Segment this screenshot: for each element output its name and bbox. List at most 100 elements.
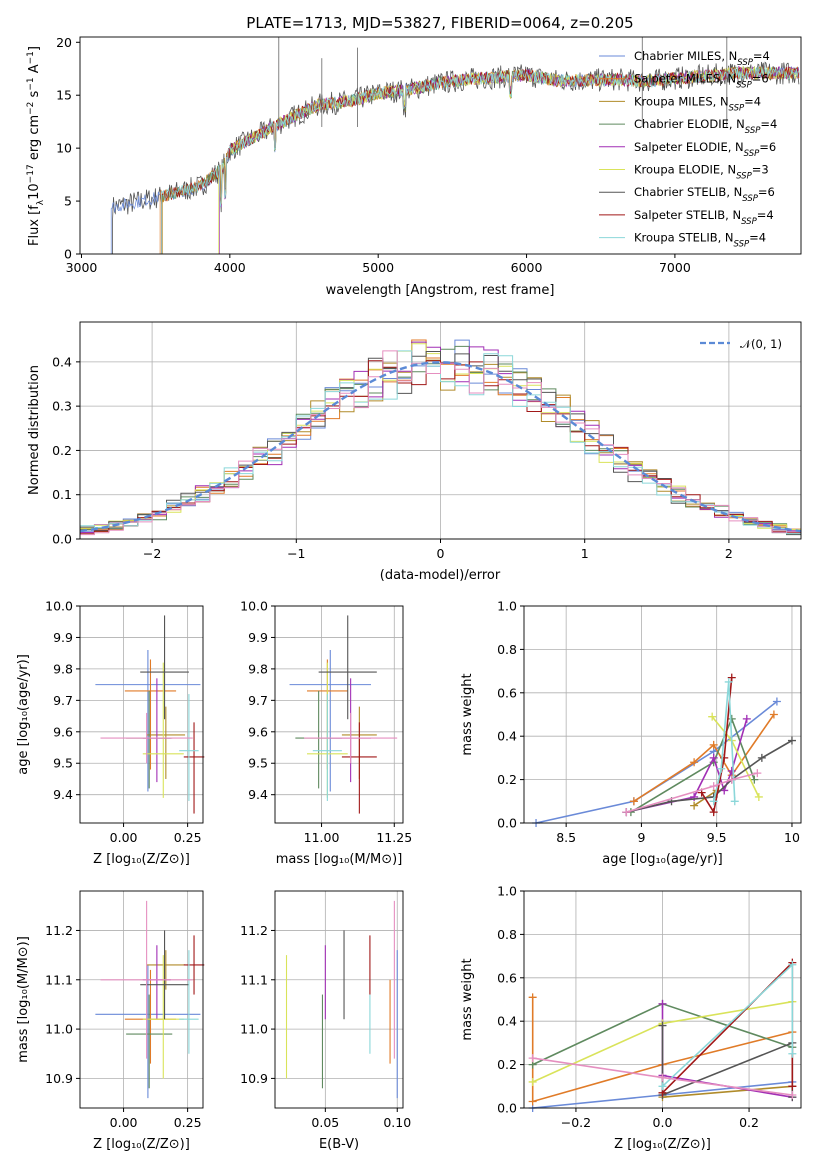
legend-entry-5: Kroupa ELODIE, NSSP=3 [634, 163, 769, 182]
age-vs-mass-ytick-label-3: 9.7 [248, 693, 268, 708]
weight-vs-age-xtick-label-0: 8.5 [556, 830, 576, 845]
residual-histogram-panel: −2 −1 0 1 2 0.0 0.1 0.2 0.3 0.4 (data-model)/erro… [27, 321, 802, 583]
weight-vs-Z-ylabel: mass weight [460, 958, 475, 1040]
spectrum-panel: 3000 4000 5000 6000 7000 0 5 10 15 20 wavelength … [26, 35, 802, 298]
legend-entry-sub-4: SSP [744, 149, 760, 159]
gaussian-curve [79, 361, 802, 533]
legend-entry-label-7: Salpeter STELIB, N [634, 208, 741, 222]
weight-vs-age-marker-1-2 [709, 740, 718, 749]
legend-entry-sub-2: SSP [729, 103, 745, 113]
mass-vs-Z-ytick-label-1: 11.0 [45, 1022, 73, 1037]
age-vs-Z-ytick-label-4: 9.8 [53, 661, 73, 676]
legend-entry-7: Salpeter STELIB, NSSP=4 [634, 208, 774, 227]
weight-vs-age-marker-7-1 [709, 808, 718, 817]
mass-vs-ebv-ytick-label-3: 11.2 [240, 923, 268, 938]
weight-vs-age-xlabel: age [log₁₀(age/yr)] [602, 852, 723, 867]
legend-entry-val-7: =4 [757, 208, 774, 222]
legend-entry-3: Chabrier ELODIE, NSSP=4 [634, 117, 777, 136]
histogram-legend: 𝒩(0, 1) [700, 337, 782, 351]
hist-xtick-label-3: 1 [581, 546, 589, 561]
hist-xtick-label-4: 2 [725, 546, 733, 561]
legend-entry-4: Salpeter ELODIE, NSSP=6 [634, 140, 776, 159]
spectrum-xtick-label-2: 5000 [362, 260, 394, 275]
weight-vs-age-line-4 [626, 718, 748, 813]
histogram-xlabel: (data-model)/error [380, 568, 501, 583]
mass-vs-Z-xlabel: Z [log₁₀(Z/Z⊙)] [93, 1137, 190, 1152]
spectrum-legend: Chabrier MILES, N SSP =4 Salpeter MILES, NS… [599, 49, 777, 250]
weight-vs-Z-ytick-label-3: 0.6 [497, 970, 517, 985]
weight-vs-age-marker-3-2 [727, 714, 736, 723]
age-vs-Z-plot [95, 615, 205, 814]
weight-vs-age-axes-frame [523, 605, 802, 824]
weight-vs-age-marker-8-0 [709, 797, 718, 806]
weight-vs-age-ytick-label-3: 0.6 [497, 685, 517, 700]
legend-entry-label-2: Kroupa MILES, N [634, 94, 729, 108]
weight-vs-age-xtick-label-3: 10 [784, 830, 800, 845]
hist-xtick-label-1: −1 [287, 546, 305, 561]
age-vs-Z-ylabel: age [log₁₀(age/yr)] [16, 654, 31, 775]
panel-mass-vs-Z: 0.00 0.25 10.9 11.0 11.1 11.2 Z [log₁₀(Z/Z⊙)] m… [16, 890, 205, 1152]
age-vs-mass-xtick-label-1: 11.25 [376, 830, 412, 845]
mass-vs-ebv-xlabel: E(B-V) [319, 1137, 359, 1152]
legend-entry-6: Chabrier STELIB, NSSP=6 [634, 185, 775, 204]
mass-vs-Z-axes-frame [79, 890, 204, 1109]
weight-vs-Z-marker-1-0 [528, 993, 537, 1002]
legend-entry-val-1: =6 [752, 72, 769, 86]
histogram-ylabel: Normed distribution [27, 365, 42, 495]
age-vs-mass-ytick-label-1: 9.5 [248, 756, 268, 771]
mass-vs-Z-plot [95, 900, 205, 1099]
weight-vs-Z-marker-9-1 [658, 1073, 667, 1082]
legend-entry-label-8: Kroupa STELIB, N [634, 231, 734, 245]
mass-vs-Z-ytick-label-0: 10.9 [45, 1071, 73, 1086]
weight-vs-age-marker-1-1 [690, 758, 699, 767]
weight-vs-age-marker-2-0 [690, 801, 699, 810]
hist-series-6 [80, 351, 801, 536]
weight-vs-age-marker-8-1 [717, 764, 726, 773]
weight-vs-Z-ytick-label-5: 1.0 [497, 884, 517, 899]
spectrum-line-6 [112, 61, 800, 254]
age-vs-Z-ytick-label-1: 9.5 [53, 756, 73, 771]
weight-vs-Z-marker-8-1 [788, 960, 797, 969]
age-vs-mass-ytick-label-2: 9.6 [248, 724, 268, 739]
mass-vs-ebv-plot [285, 900, 398, 1099]
mass-vs-Z-xtick-label-1: 0.25 [174, 1115, 202, 1130]
mass-vs-ebv-ytick-label-1: 11.0 [240, 1022, 268, 1037]
spectrum-ytick-label-4: 20 [56, 35, 72, 50]
legend-entry-label-0: Chabrier MILES, N [634, 49, 737, 63]
weight-vs-age-marker-6-4 [757, 753, 766, 762]
mass-vs-ebv-xtick-label-1: 0.10 [383, 1115, 411, 1130]
weight-vs-age-marker-9-2 [727, 775, 736, 784]
weight-vs-Z-line-8 [661, 962, 794, 1087]
weight-vs-Z-marker-9-0 [528, 1054, 537, 1063]
weight-vs-age-ytick-label-2: 0.4 [497, 729, 517, 744]
spectrum-xtick-label-4: 7000 [659, 260, 691, 275]
panel-age-vs-Z: 0.00 0.25 9.4 9.5 9.6 9.7 9.8 9.9 10.0 Z [log₁₀(Z… [16, 599, 205, 867]
legend-entry-sub-1: SSP [736, 81, 752, 91]
mass-vs-ebv-ytick-label-2: 11.1 [240, 972, 268, 987]
weight-vs-Z-marker-5-0 [528, 1077, 537, 1086]
legend-entry-label-3: Chabrier ELODIE, N [634, 117, 745, 131]
weight-vs-Z-plot [528, 958, 797, 1112]
hist-ytick-label-1: 0.1 [52, 487, 72, 502]
age-vs-Z-ytick-label-6: 10.0 [45, 599, 73, 614]
weight-vs-age-marker-9-0 [622, 808, 631, 817]
legend-entry-sub-8: SSP [734, 240, 750, 250]
legend-entry-1: Salpeter MILES, NSSP=6 [634, 72, 769, 91]
age-vs-Z-ytick-label-2: 9.6 [53, 724, 73, 739]
weight-vs-age-plot [532, 673, 796, 827]
weight-vs-age-ytick-label-0: 0.0 [497, 816, 517, 831]
weight-vs-age-marker-8-3 [730, 797, 739, 806]
panel-mass-vs-ebv: 0.05 0.10 10.9 11.0 11.1 11.2 E(B-V) [240, 890, 411, 1152]
legend-entry-val-4: =6 [759, 140, 776, 154]
weight-vs-Z-marker-6-0 [658, 1021, 667, 1030]
weight-vs-Z-marker-8-0 [658, 1082, 667, 1091]
weight-vs-age-marker-1-0 [629, 797, 638, 806]
weight-vs-Z-ytick-label-0: 0.0 [497, 1101, 517, 1116]
legend-entry-val-6: =6 [758, 185, 775, 199]
weight-vs-Z-ytick-label-4: 0.8 [497, 927, 517, 942]
age-vs-mass-ytick-label-0: 9.4 [248, 787, 268, 802]
weight-vs-Z-xtick-label-2: 0.2 [739, 1115, 759, 1130]
spectrum-ytick-label-2: 10 [56, 141, 72, 156]
weight-vs-Z-xlabel: Z [log₁₀(Z/Z⊙)] [614, 1137, 711, 1152]
